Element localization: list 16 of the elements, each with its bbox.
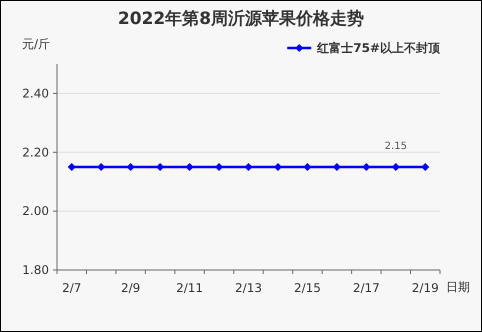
x-tick-label: 2/15 (294, 281, 321, 295)
chart-title: 2022年第8周沂源苹果价格走势 (118, 9, 364, 29)
x-tick-label: 2/19 (412, 281, 439, 295)
x-tick-label: 2/17 (352, 281, 380, 295)
y-tick-label: 1.80 (22, 263, 49, 277)
x-tick-label: 2/7 (62, 281, 82, 295)
y-axis-title: 元/斤 (22, 37, 50, 51)
y-tick-label: 2.40 (22, 86, 49, 100)
legend-label: 红富士75#以上不封顶 (316, 41, 441, 55)
data-label: 2.15 (384, 141, 407, 152)
x-tick-label: 2/9 (121, 281, 140, 295)
y-tick-label: 2.00 (22, 204, 49, 218)
x-tick-label: 2/11 (176, 281, 204, 295)
x-tick-label: 2/13 (235, 281, 262, 295)
x-axis-title: 日期 (446, 280, 470, 294)
y-tick-label: 2.20 (22, 145, 49, 160)
